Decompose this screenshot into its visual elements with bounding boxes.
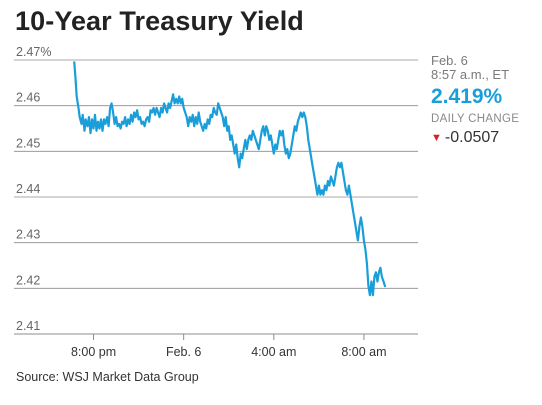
- y-tick-label: 2.47%: [16, 45, 51, 59]
- daily-change-value: -0.0507: [444, 129, 500, 146]
- daily-change: ▼ -0.0507: [431, 129, 539, 148]
- grid: [14, 59, 418, 335]
- x-tick-label: 8:00 pm: [71, 345, 116, 359]
- source-note: Source: WSJ Market Data Group: [16, 370, 199, 384]
- quote-date: Feb. 6: [431, 53, 468, 68]
- y-tick-label: 2.41: [16, 319, 40, 333]
- daily-change-label: DAILY CHANGE: [431, 113, 520, 125]
- y-tick-label: 2.45: [16, 136, 40, 150]
- chart-title: 10-Year Treasury Yield: [15, 6, 304, 36]
- series-layer: [73, 61, 387, 297]
- down-arrow-icon: ▼: [431, 132, 442, 144]
- x-axis: 8:00 pm Feb. 6 4:00 am 8:00 am: [71, 334, 387, 359]
- y-axis-labels: 2.47% 2.46 2.45 2.44 2.43 2.42 2.41: [16, 45, 51, 333]
- y-tick-label: 2.43: [16, 228, 40, 242]
- quote-value: 2.419%: [431, 85, 503, 108]
- yield-series-line-0: [73, 61, 387, 297]
- y-tick-label: 2.42: [16, 273, 40, 287]
- x-tick-label: Feb. 6: [166, 345, 201, 359]
- quote-panel: Feb. 6 8:57 a.m., ET 2.419% DAILY CHANGE…: [431, 54, 539, 148]
- y-tick-label: 2.46: [16, 91, 40, 105]
- x-tick-label: 4:00 am: [251, 345, 296, 359]
- y-tick-label: 2.44: [16, 182, 40, 196]
- x-tick-label: 8:00 am: [341, 345, 386, 359]
- quote-time: 8:57 a.m., ET: [431, 67, 510, 82]
